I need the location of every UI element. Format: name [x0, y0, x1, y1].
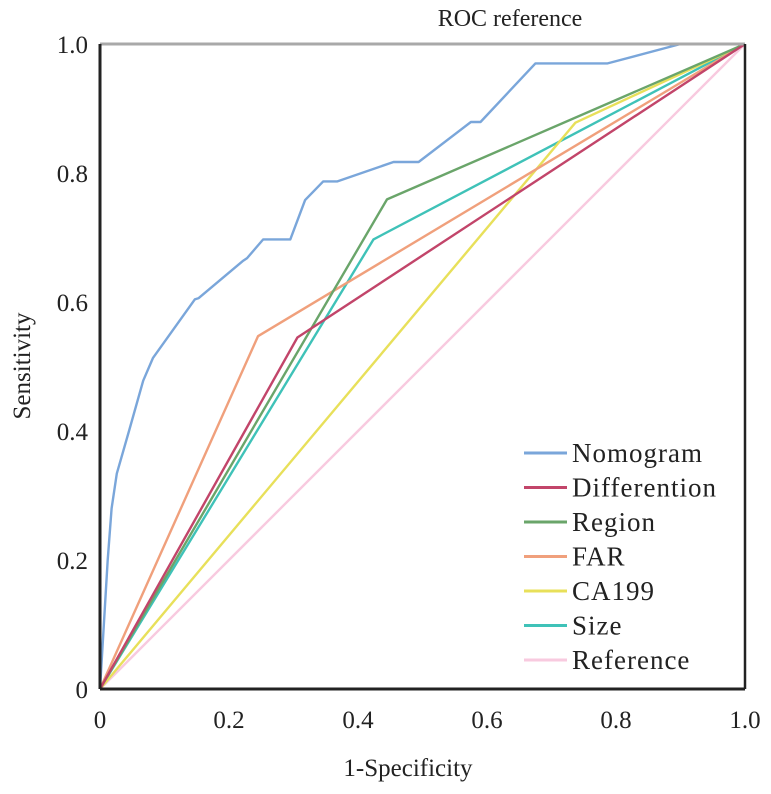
legend-label: CA199 [572, 576, 655, 606]
series-line-far [98, 42, 746, 690]
y-tick-label: 0.6 [57, 290, 88, 317]
series-line-reference [99, 43, 746, 690]
y-tick-label: 0.4 [57, 419, 89, 446]
y-tick-labels: 0 0.2 0.4 0.6 0.8 1.0 [57, 32, 89, 704]
y-tick-label: 0.2 [57, 548, 88, 575]
series-line-ca199 [99, 42, 746, 690]
legend-label: FAR [572, 542, 626, 572]
y-axis-title: Sensitivity [9, 312, 36, 419]
series-layer [98, 42, 746, 690]
legend-item-reference: Reference [524, 645, 690, 675]
x-tick-label: 0.2 [213, 707, 244, 734]
legend-label: Reference [572, 645, 690, 675]
x-axis-title: 1-Specificity [343, 755, 473, 782]
chart-title: ROC reference [438, 6, 583, 32]
x-tick-label: 0.4 [342, 707, 374, 734]
legend-item-ca199: CA199 [524, 576, 655, 606]
legend-item-nomogram: Nomogram [524, 438, 703, 468]
legend-item-size: Size [524, 611, 623, 641]
y-tick-label: 0.8 [57, 161, 88, 188]
legend-item-differention: Differention [524, 473, 717, 503]
series-line-nomogram [98, 42, 745, 690]
x-tick-label: 1.0 [729, 707, 760, 734]
x-tick-labels: 0 0.2 0.4 0.6 0.8 1.0 [94, 707, 761, 734]
legend-label: Region [572, 507, 656, 537]
legend-item-region: Region [524, 507, 656, 537]
series-line-region [98, 42, 746, 690]
legend-label: Differention [572, 473, 717, 503]
series-line-size [98, 42, 746, 690]
legend-item-far: FAR [524, 542, 626, 572]
legend-label: Nomogram [572, 438, 703, 468]
x-tick-label: 0.6 [471, 707, 502, 734]
legend-label: Size [572, 611, 623, 641]
x-tick-label: 0 [94, 707, 107, 734]
legend: Nomogram Differention Region FAR CA199 Size Re… [524, 438, 717, 675]
x-tick-label: 0.8 [600, 707, 631, 734]
y-tick-label: 0 [76, 677, 89, 704]
series-line-differention [98, 42, 746, 690]
y-tick-label: 1.0 [57, 32, 88, 59]
